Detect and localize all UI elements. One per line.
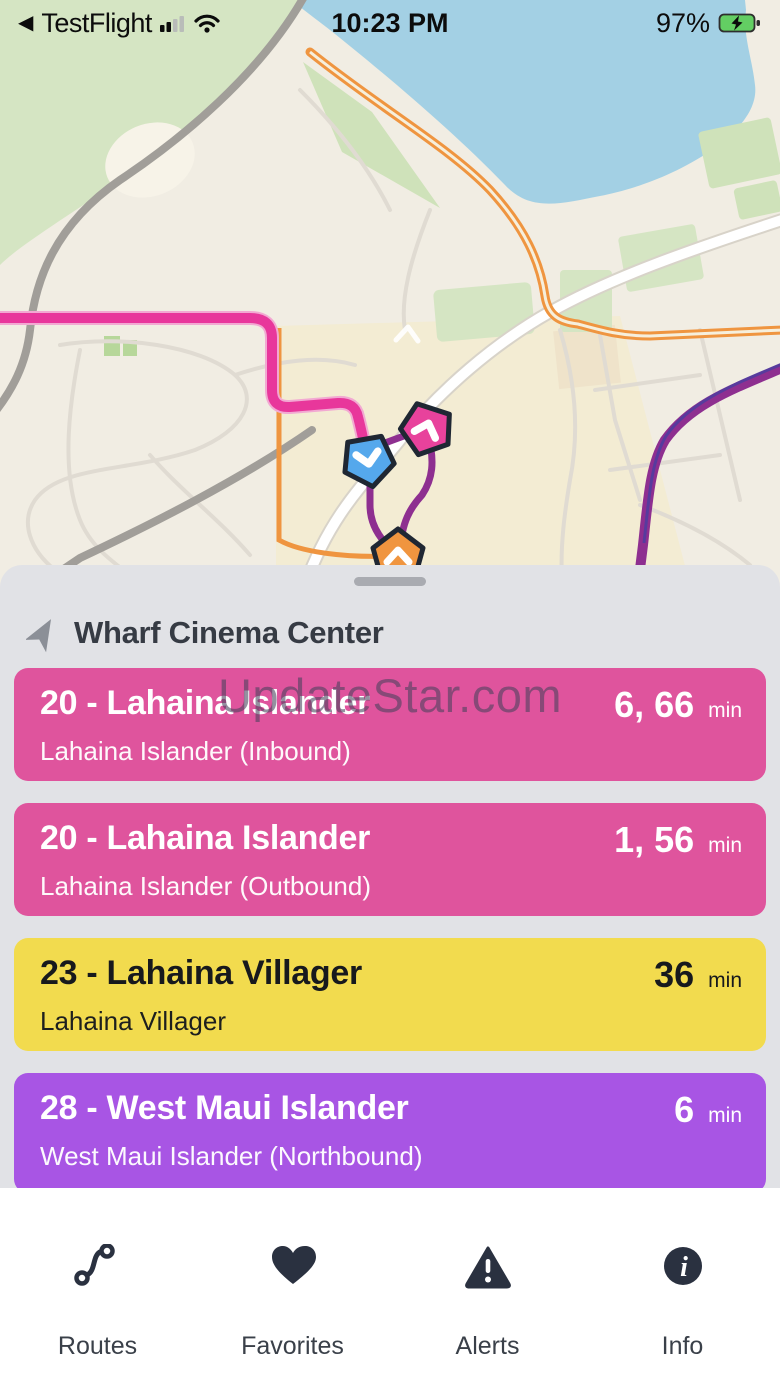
eta-minutes: 6, 66 [614,684,695,725]
navigation-arrow-icon [26,619,52,653]
tab-label-routes: Routes [57,1332,138,1360]
map-green-patch-1 [433,282,535,342]
route-card-28[interactable]: 28 - West Maui Islander 6 min West Maui … [14,1073,766,1193]
alert-triangle-icon [464,1246,511,1288]
tab-label-info: Info [661,1332,704,1360]
routes-icon [73,1244,115,1286]
cellular-signal-icon [159,16,184,32]
tab-label-alerts: Alerts [455,1332,520,1360]
eta-unit: min [708,699,742,722]
eta-minutes: 6 [674,1089,695,1130]
battery-charging-icon [718,13,760,33]
route-line-pink [0,311,373,454]
map-highway [300,215,780,585]
eta-unit: min [708,834,742,857]
eta-unit: min [708,969,742,992]
back-to-app-label[interactable]: TestFlight [41,7,152,38]
map-green-patch-3 [733,180,780,220]
route-title: 28 - West Maui Islander [40,1089,409,1127]
tab-alerts[interactable]: Alerts [390,1188,585,1387]
info-icon: i [663,1247,702,1285]
back-to-app-icon[interactable]: ◀ [18,12,34,34]
map-green-band [303,62,440,208]
sheet-drag-handle[interactable] [354,577,426,586]
stop-header: Wharf Cinema Center [26,613,384,653]
route-card-23[interactable]: 23 - Lahaina Villager 36 min Lahaina Vil… [14,938,766,1051]
vehicle-marker-blue[interactable] [340,433,398,491]
route-title: 20 - Lahaina Islander [40,819,371,857]
route-card-list: 20 - Lahaina Islander 6, 66 min Lahaina … [14,668,766,1215]
eta-minutes: 1, 56 [614,819,695,860]
route-card-20-inbound[interactable]: 20 - Lahaina Islander 6, 66 min Lahaina … [14,668,766,781]
tab-favorites[interactable]: Favorites [195,1188,390,1387]
route-subtitle: Lahaina Villager [40,1006,226,1036]
tab-routes[interactable]: Routes [0,1188,195,1387]
tab-info[interactable]: i Info [585,1188,780,1387]
map-minor-streets [25,88,752,582]
route-card-20-outbound[interactable]: 20 - Lahaina Islander 1, 56 min Lahaina … [14,803,766,916]
route-subtitle: Lahaina Islander (Inbound) [40,736,351,766]
route-eta: 6, 66 min [614,684,742,726]
eta-unit: min [708,1104,742,1127]
map-green-small-1 [104,336,120,356]
svg-text:i: i [680,1252,688,1283]
route-line-purple [633,363,780,585]
map-canvas[interactable] [0,0,780,585]
route-title: 23 - Lahaina Villager [40,954,362,992]
vehicle-marker-pink[interactable] [395,401,457,462]
battery-percent: 97% [655,7,710,38]
map-water [293,0,756,204]
tab-label-favorites: Favorites [241,1332,344,1360]
route-eta: 36 min [654,954,742,996]
map-chevron-landmark [393,324,421,344]
status-bar: ◀ TestFlight 10:23 PM 97% [0,0,780,46]
route-subtitle: West Maui Islander (Northbound) [40,1141,423,1171]
eta-minutes: 36 [654,954,695,995]
route-title: 20 - Lahaina Islander [40,684,371,722]
tab-bar: Routes Favorites Alerts i Info [0,1188,780,1387]
route-subtitle: Lahaina Islander (Outbound) [40,871,372,901]
stop-name: Wharf Cinema Center [74,615,384,650]
wifi-icon [194,14,220,33]
map-green-patch-2 [698,117,780,189]
route-eta: 1, 56 min [614,819,742,861]
heart-icon [271,1246,316,1284]
route-eta: 6 min [674,1089,742,1131]
